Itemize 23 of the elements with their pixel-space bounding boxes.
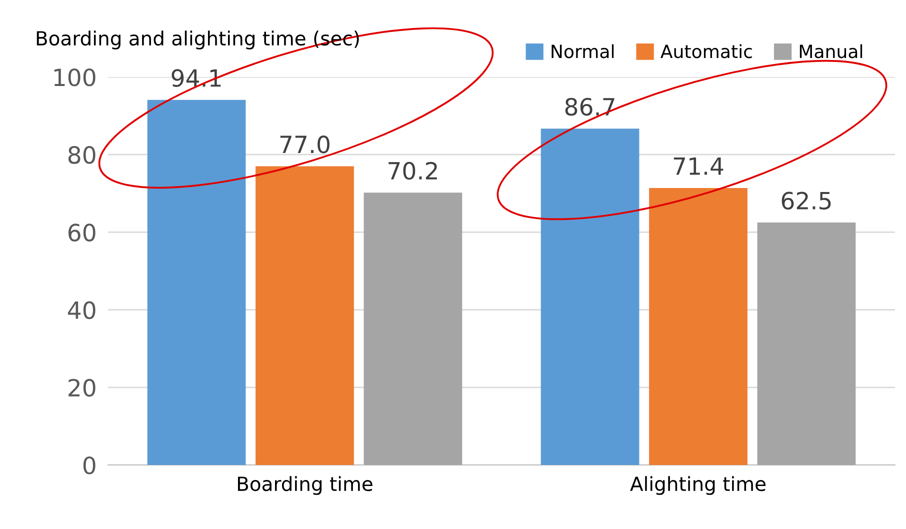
x-tick-label: Boarding time [238,476,372,495]
legend-label: Automatic [660,44,752,58]
bar [757,222,856,465]
legend-label: Manual [800,44,862,58]
bar [256,166,354,465]
y-tick-label: 40 [68,301,96,320]
text: 86.7 [565,98,614,116]
bar [147,100,246,465]
y-tick-label: 60 [68,224,96,242]
y-tick-label: 0 [83,456,96,474]
y-tick-label: 80 [68,146,96,164]
y-tick-label: 20 [68,378,96,397]
text: 62.5 [782,192,831,210]
y-tick-label: 100 [54,68,96,86]
legend-label: Normal [552,44,614,58]
text: 70.2 [388,162,437,180]
text: 71.4 [674,158,724,175]
x-tick-label: Alighting time [630,476,766,495]
text: 94.1 [172,69,221,87]
bar [540,128,640,465]
text: 77.0 [280,135,330,154]
bar [649,188,748,465]
bar [364,192,462,465]
